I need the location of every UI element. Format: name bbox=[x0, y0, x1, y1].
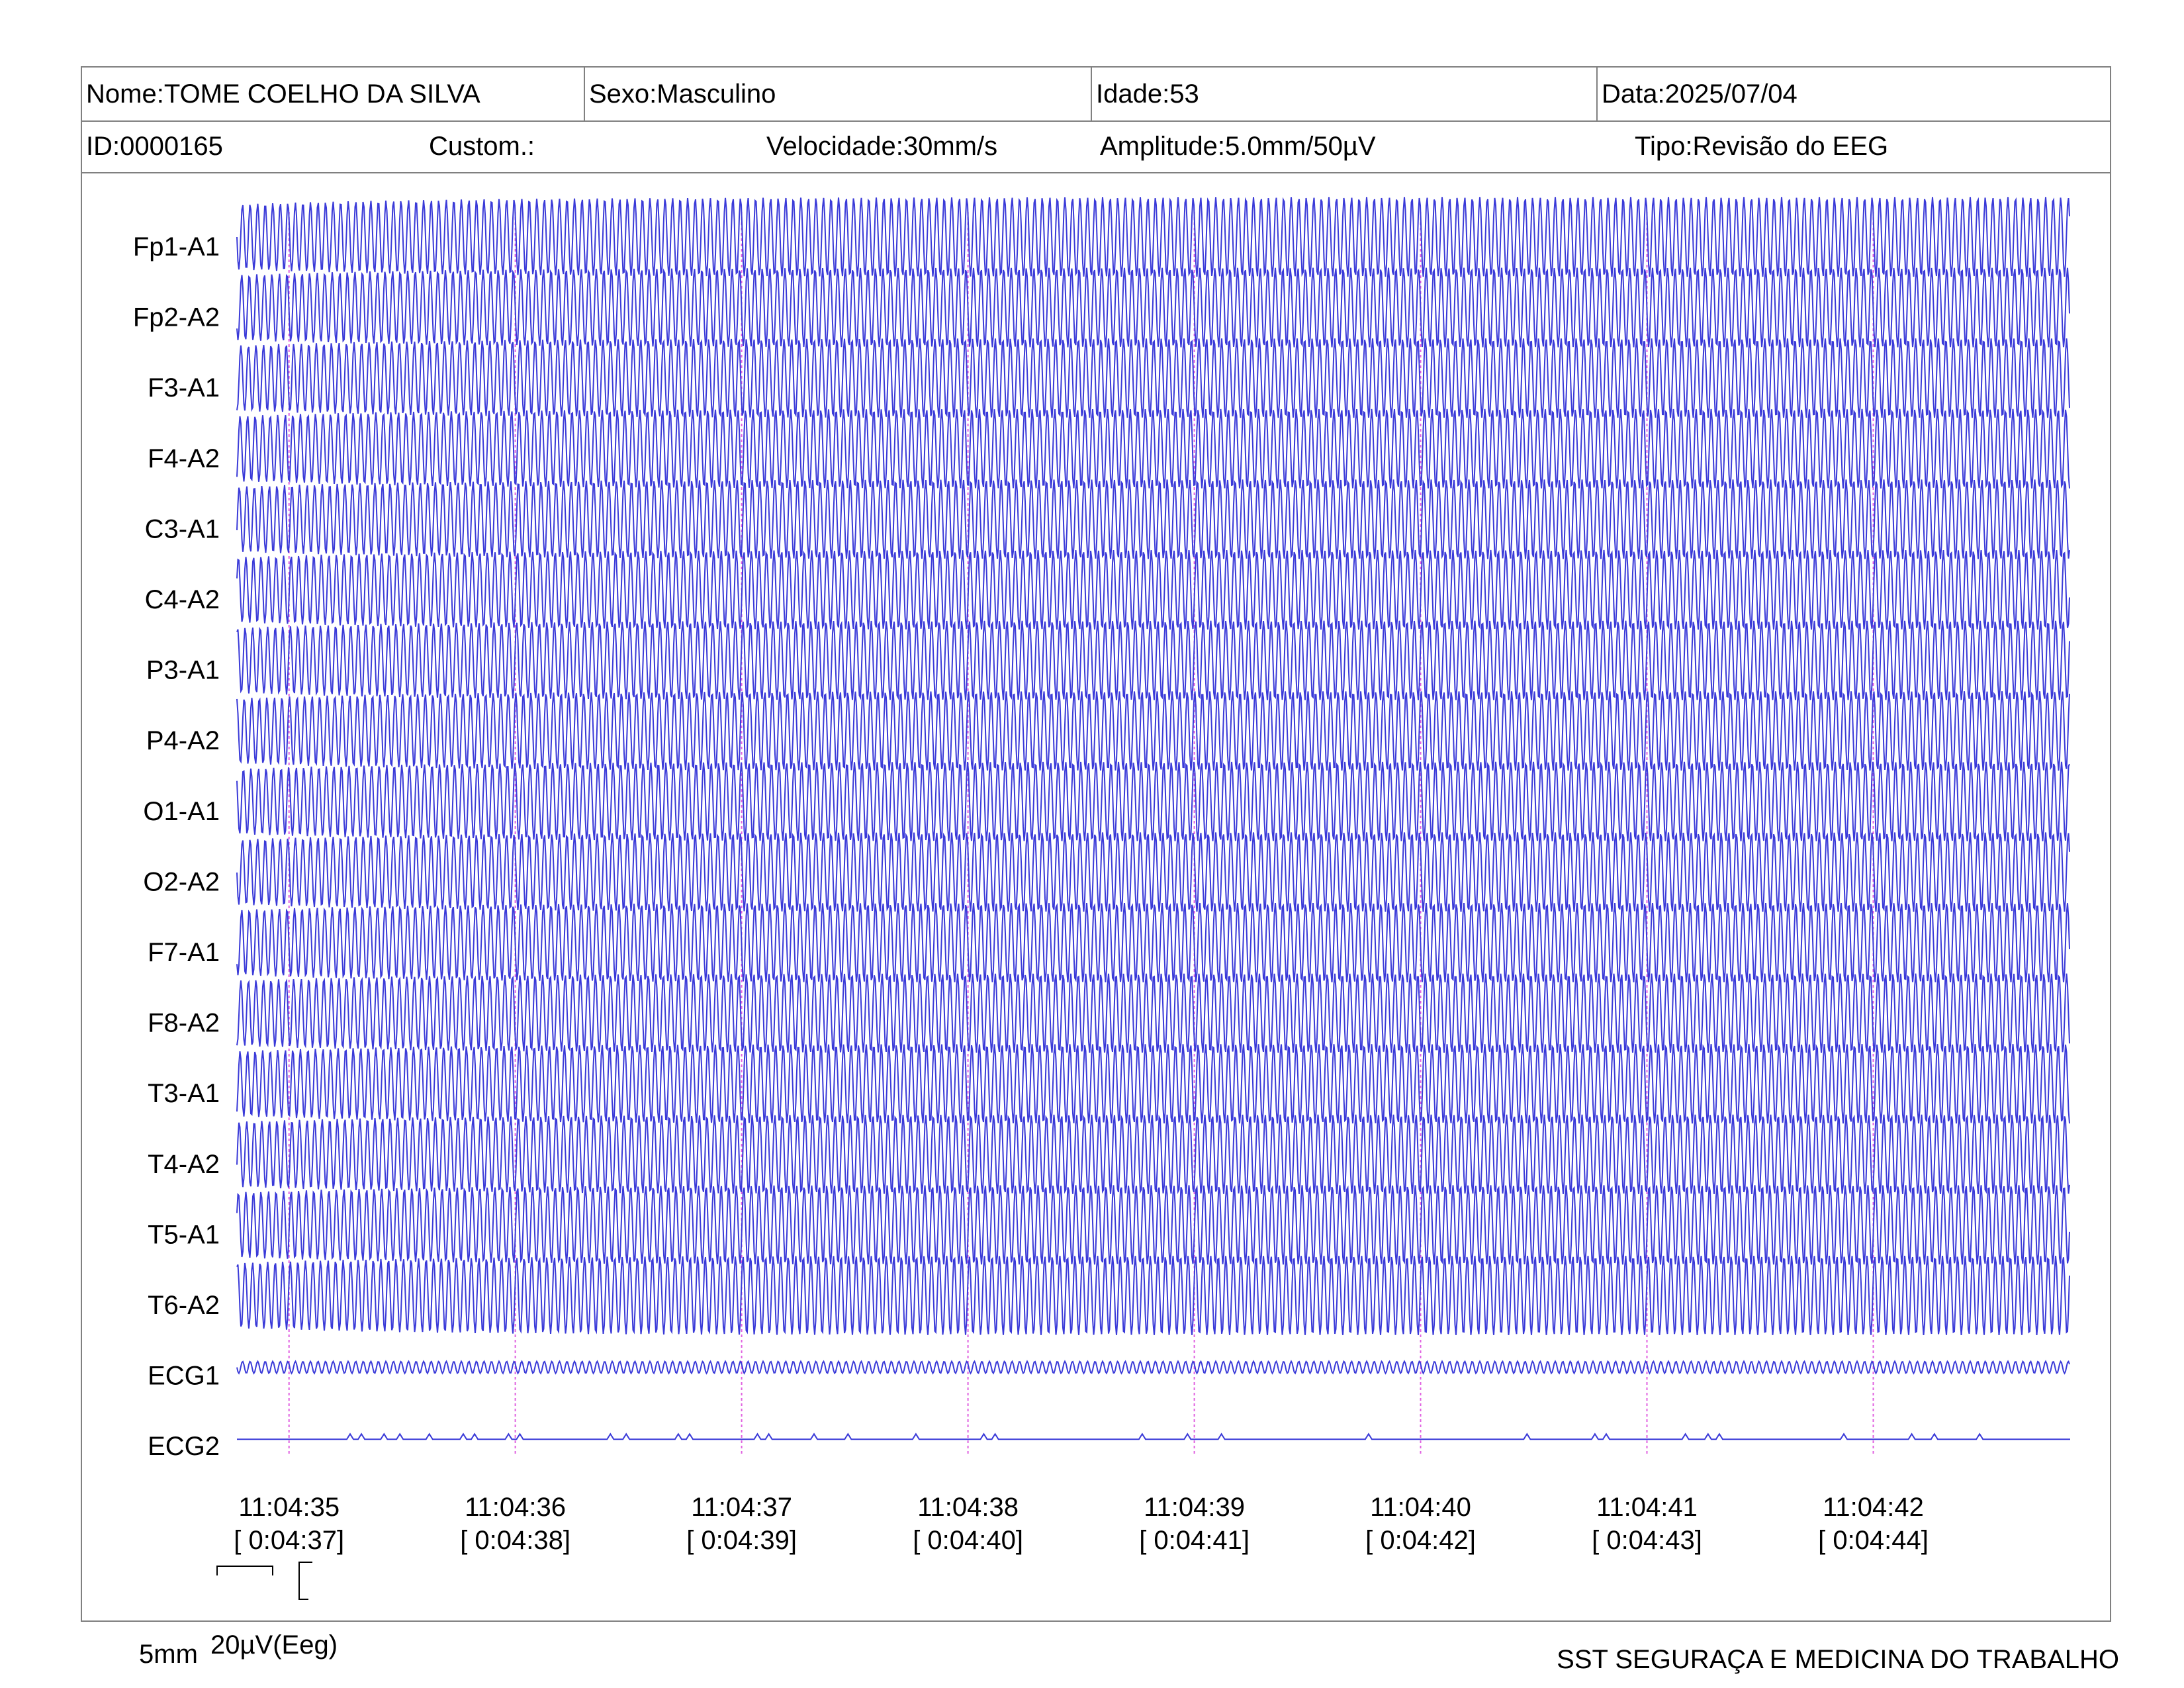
channel-label-f4-a2: F4-A2 bbox=[148, 444, 220, 473]
channel-label-o2-a2: O2-A2 bbox=[143, 867, 220, 896]
time-clock-label: 11:04:38 bbox=[917, 1493, 1019, 1522]
time-clock-label: 11:04:37 bbox=[691, 1493, 792, 1522]
trace-o1-a1 bbox=[236, 761, 2070, 841]
trace-o2-a2 bbox=[236, 832, 2070, 912]
patient-id: ID:0000165 bbox=[86, 131, 223, 161]
time-elapsed-label: [ 0:04:43] bbox=[1592, 1526, 1702, 1555]
time-axis-labels: 11:04:35 [ 0:04:37] 11:04:36 [ 0:04:38] 11:0… bbox=[234, 1493, 1929, 1555]
time-marker-lines bbox=[288, 212, 1874, 1456]
custom-field: Custom.: bbox=[429, 131, 535, 161]
trace-ecg1 bbox=[236, 1360, 2070, 1375]
time-elapsed-label: [ 0:04:42] bbox=[1365, 1526, 1476, 1555]
time-elapsed-label: [ 0:04:40] bbox=[913, 1526, 1023, 1555]
trace-t3-a1 bbox=[236, 1044, 2070, 1124]
patient-name: Nome:TOME COELHO DA SILVA bbox=[86, 79, 480, 109]
report-frame: Nome:TOME COELHO DA SILVA Sexo:Masculino… bbox=[81, 66, 2111, 1622]
patient-info-row: Nome:TOME COELHO DA SILVA Sexo:Masculino… bbox=[82, 68, 2110, 122]
paper-speed: Velocidade:30mm/s bbox=[766, 131, 998, 161]
amplitude-setting: Amplitude:5.0mm/50µV bbox=[1100, 131, 1376, 161]
trace-c3-a1 bbox=[236, 479, 2070, 559]
channel-label-c4-a2: C4-A2 bbox=[145, 585, 220, 614]
channel-label-t5-a1: T5-A1 bbox=[148, 1220, 220, 1249]
channel-label-f8-a2: F8-A2 bbox=[148, 1009, 220, 1038]
scale-bar bbox=[216, 1562, 312, 1600]
trace-t5-a1 bbox=[236, 1185, 2070, 1265]
amplitude-scale-bracket bbox=[298, 1562, 312, 1600]
patient-age: Idade:53 bbox=[1091, 68, 1596, 120]
amplitude-scale-label: 20µV(Eeg) bbox=[210, 1630, 338, 1660]
time-clock-label: 11:04:41 bbox=[1596, 1493, 1698, 1522]
trace-p3-a1 bbox=[236, 620, 2070, 700]
trace-c4-a2 bbox=[236, 549, 2070, 630]
channel-label-fp1-a1: Fp1-A1 bbox=[133, 232, 220, 261]
trace-p4-a2 bbox=[236, 691, 2070, 771]
record-type: Tipo:Revisão do EEG bbox=[1635, 131, 1889, 161]
channel-label-o1-a1: O1-A1 bbox=[143, 797, 220, 826]
channel-label-p4-a2: P4-A2 bbox=[146, 726, 220, 755]
trace-f4-a2 bbox=[236, 408, 2070, 489]
time-elapsed-label: [ 0:04:41] bbox=[1139, 1526, 1250, 1555]
time-elapsed-label: [ 0:04:37] bbox=[234, 1526, 344, 1555]
trace-t4-a2 bbox=[236, 1114, 2070, 1194]
channel-label-ecg1: ECG1 bbox=[148, 1362, 220, 1391]
trace-f7-a1 bbox=[236, 902, 2070, 983]
time-clock-label: 11:04:42 bbox=[1823, 1493, 1924, 1522]
time-clock-label: 11:04:35 bbox=[238, 1493, 340, 1522]
time-elapsed-label: [ 0:04:39] bbox=[686, 1526, 797, 1555]
trace-fp1-a1 bbox=[236, 197, 2070, 277]
channel-label-t3-a1: T3-A1 bbox=[148, 1079, 220, 1108]
trace-f3-a1 bbox=[236, 338, 2070, 418]
channel-labels: Fp1-A1 Fp2-A2 F3-A1 F4-A2 C3-A1 C4-A2 P3-A1 P4-… bbox=[133, 232, 220, 1461]
channel-label-t6-a2: T6-A2 bbox=[148, 1291, 220, 1320]
channel-label-f3-a1: F3-A1 bbox=[148, 373, 220, 402]
time-elapsed-label: [ 0:04:44] bbox=[1818, 1526, 1929, 1555]
trace-fp2-a2 bbox=[236, 267, 2070, 348]
channel-traces bbox=[236, 197, 2070, 1440]
time-elapsed-label: [ 0:04:38] bbox=[460, 1526, 570, 1555]
time-scale-bracket bbox=[216, 1566, 273, 1575]
record-date: Data:2025/07/04 bbox=[1596, 68, 2110, 120]
trace-t6-a2 bbox=[236, 1256, 2070, 1335]
channel-label-ecg2: ECG2 bbox=[148, 1432, 220, 1461]
channel-label-p3-a1: P3-A1 bbox=[146, 656, 220, 685]
time-clock-label: 11:04:40 bbox=[1370, 1493, 1471, 1522]
patient-sex: Sexo:Masculino bbox=[584, 68, 1091, 120]
time-clock-label: 11:04:36 bbox=[465, 1493, 566, 1522]
channel-label-fp2-a2: Fp2-A2 bbox=[133, 303, 220, 332]
channel-label-c3-a1: C3-A1 bbox=[145, 514, 220, 543]
channel-label-f7-a1: F7-A1 bbox=[148, 938, 220, 967]
time-clock-label: 11:04:39 bbox=[1144, 1493, 1245, 1522]
trace-ecg2 bbox=[237, 1432, 2070, 1440]
time-scale-label: 5mm bbox=[139, 1640, 198, 1669]
channel-label-t4-a2: T4-A2 bbox=[148, 1150, 220, 1179]
company-name: SST SEGURAÇA E MEDICINA DO TRABALHO bbox=[1557, 1645, 2119, 1674]
recording-info-row: ID:0000165 Custom.: Velocidade:30mm/s Am… bbox=[82, 120, 2110, 173]
trace-f8-a2 bbox=[236, 973, 2070, 1053]
